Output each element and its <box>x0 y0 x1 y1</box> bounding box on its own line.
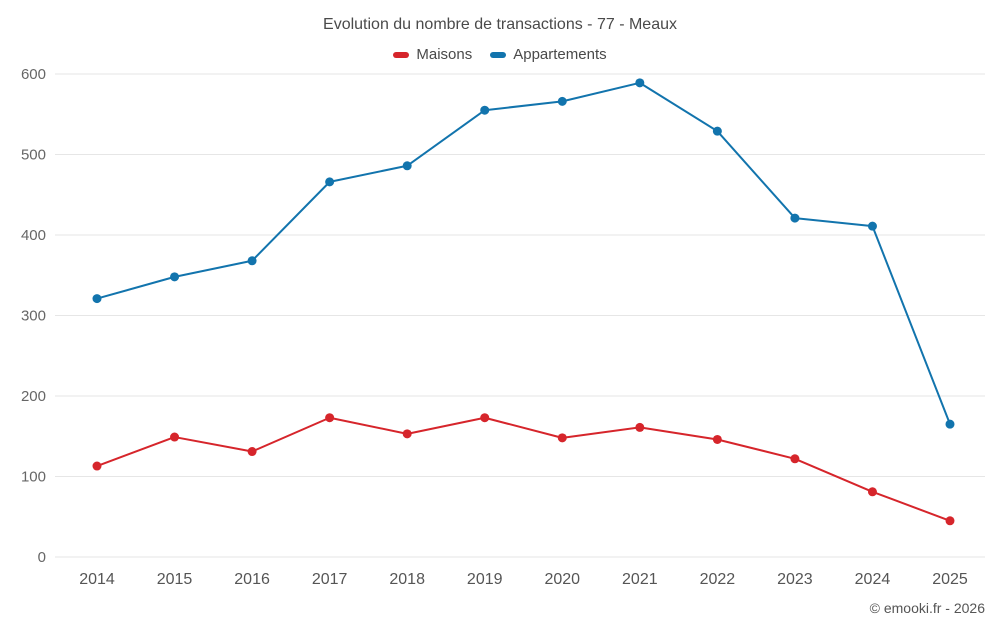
y-axis-tick: 300 <box>21 308 46 325</box>
maisons-data-point[interactable] <box>170 432 180 442</box>
maisons-legend-swatch <box>393 51 410 58</box>
x-axis-tick: 2022 <box>700 571 736 588</box>
maisons-data-point[interactable] <box>402 429 412 439</box>
maisons-data-point[interactable] <box>867 487 877 497</box>
x-axis-tick: 2020 <box>544 571 580 588</box>
x-axis-tick: 2023 <box>777 571 813 588</box>
appartements-data-point[interactable] <box>635 78 645 88</box>
legend-label-appartements: Appartements <box>513 46 607 63</box>
x-axis-tick: 2017 <box>312 571 348 588</box>
appartements-data-point[interactable] <box>325 177 335 187</box>
appartements-line <box>96 81 951 426</box>
appartements-legend-swatch <box>490 51 507 58</box>
y-axis-tick: 100 <box>21 469 46 486</box>
appartements-data-point[interactable] <box>402 161 412 171</box>
y-axis-tick: 0 <box>38 549 46 566</box>
legend-item-maisons[interactable]: Maisons <box>393 46 472 63</box>
appartements-data-point[interactable] <box>247 256 257 266</box>
maisons-data-point[interactable] <box>247 447 257 457</box>
chart-title: Evolution du nombre de transactions - 77… <box>323 16 677 33</box>
appartements-data-point[interactable] <box>557 96 567 106</box>
y-axis-tick: 200 <box>21 388 46 405</box>
appartements-data-point[interactable] <box>170 272 180 282</box>
x-axis-tick: 2015 <box>157 571 193 588</box>
maisons-line <box>96 416 951 522</box>
copyright: © emooki.fr - 2026 <box>869 600 985 616</box>
x-axis-tick: 2018 <box>389 571 425 588</box>
legend-item-appartements[interactable]: Appartements <box>490 46 607 63</box>
maisons-data-point[interactable] <box>92 461 102 471</box>
appartements-data-point[interactable] <box>867 221 877 231</box>
y-axis-tick: 500 <box>21 147 46 164</box>
maisons-data-point[interactable] <box>945 516 955 526</box>
y-axis-tick: 600 <box>21 66 46 83</box>
x-axis-tick: 2024 <box>855 571 891 588</box>
appartements-data-point[interactable] <box>790 213 800 223</box>
maisons-data-point[interactable] <box>557 433 567 443</box>
appartements-data-point[interactable] <box>92 294 102 304</box>
maisons-data-point[interactable] <box>635 422 645 432</box>
appartements-data-point[interactable] <box>712 126 722 136</box>
x-axis-tick: 2019 <box>467 571 503 588</box>
chart-legend: Maisons Appartements <box>0 46 1000 63</box>
x-axis-tick: 2025 <box>932 571 968 588</box>
appartements-data-point[interactable] <box>480 105 490 115</box>
appartements-data-point[interactable] <box>945 419 955 429</box>
x-axis-tick: 2021 <box>622 571 658 588</box>
maisons-data-point[interactable] <box>480 413 490 423</box>
x-axis-tick: 2014 <box>79 571 115 588</box>
legend-label-maisons: Maisons <box>416 46 473 63</box>
y-axis-tick: 400 <box>21 227 46 244</box>
x-axis-tick: 2016 <box>234 571 270 588</box>
maisons-data-point[interactable] <box>712 434 722 444</box>
maisons-data-point[interactable] <box>790 454 800 464</box>
maisons-data-point[interactable] <box>325 413 335 423</box>
